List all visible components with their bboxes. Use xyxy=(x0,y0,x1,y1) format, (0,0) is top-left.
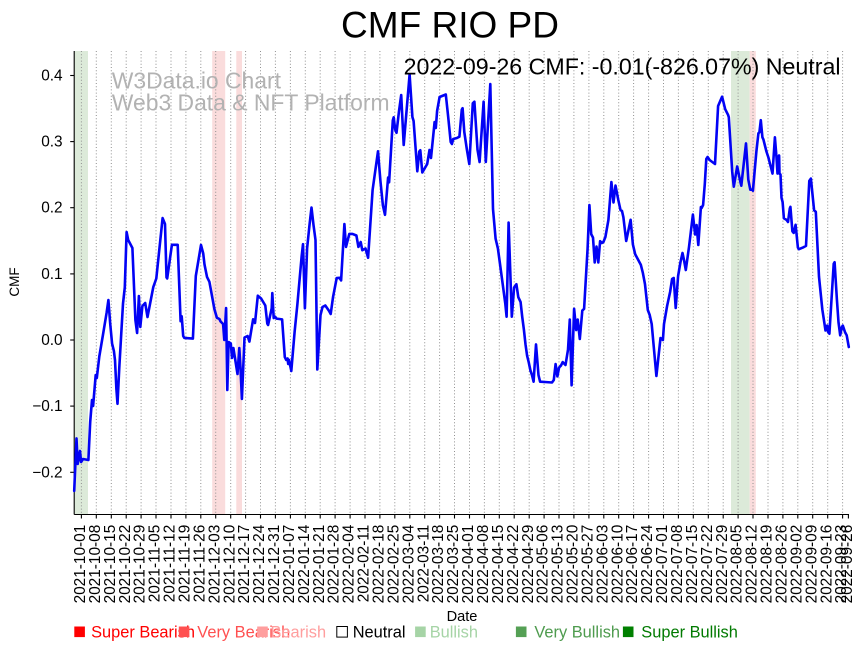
svg-text:2022-07-15: 2022-07-15 xyxy=(684,525,701,604)
svg-text:2022-01-21: 2022-01-21 xyxy=(311,525,328,604)
svg-text:2022-08-19: 2022-08-19 xyxy=(759,525,776,604)
svg-text:2022-03-25: 2022-03-25 xyxy=(445,525,462,604)
svg-text:2022-09-23: 2022-09-23 xyxy=(833,525,850,604)
svg-text:2022-04-29: 2022-04-29 xyxy=(520,525,537,604)
svg-text:2021-10-15: 2021-10-15 xyxy=(102,525,119,604)
svg-text:2022-09-26 CMF: -0.01(-826.07%: 2022-09-26 CMF: -0.01(-826.07%) Neutral xyxy=(404,54,841,80)
svg-text:2022-09-09: 2022-09-09 xyxy=(803,525,820,604)
svg-text:CMF: CMF xyxy=(7,267,22,296)
svg-text:Super Bullish: Super Bullish xyxy=(641,624,738,642)
svg-text:2021-12-31: 2021-12-31 xyxy=(266,525,283,604)
svg-text:2022-04-22: 2022-04-22 xyxy=(505,525,522,604)
svg-text:2022-01-07: 2022-01-07 xyxy=(281,525,298,604)
svg-text:2022-07-01: 2022-07-01 xyxy=(654,525,671,604)
svg-text:2022-08-05: 2022-08-05 xyxy=(729,525,746,604)
svg-text:0.4: 0.4 xyxy=(41,68,63,85)
svg-text:2022-07-29: 2022-07-29 xyxy=(714,525,731,604)
svg-text:−0.1: −0.1 xyxy=(32,398,62,415)
svg-text:2022-05-20: 2022-05-20 xyxy=(565,525,582,604)
svg-text:Bearish: Bearish xyxy=(271,624,327,642)
svg-text:2021-11-12: 2021-11-12 xyxy=(162,525,179,603)
svg-text:2022-03-04: 2022-03-04 xyxy=(400,524,417,603)
svg-text:2022-01-14: 2022-01-14 xyxy=(296,524,313,603)
svg-text:2022-06-24: 2022-06-24 xyxy=(639,524,656,603)
svg-text:2022-05-06: 2022-05-06 xyxy=(535,525,552,604)
svg-text:2022-07-08: 2022-07-08 xyxy=(669,525,686,604)
svg-text:0.1: 0.1 xyxy=(41,266,62,283)
svg-text:2022-02-04: 2022-02-04 xyxy=(341,524,358,603)
svg-text:2022-06-17: 2022-06-17 xyxy=(624,525,641,604)
svg-text:Neutral: Neutral xyxy=(353,624,406,642)
svg-text:2022-06-03: 2022-06-03 xyxy=(594,525,611,604)
svg-text:2022-07-22: 2022-07-22 xyxy=(699,525,716,604)
svg-text:2022-09-16: 2022-09-16 xyxy=(818,525,835,604)
svg-text:0.0: 0.0 xyxy=(41,332,62,349)
svg-text:2021-12-10: 2021-12-10 xyxy=(221,525,238,604)
svg-text:2022-08-26: 2022-08-26 xyxy=(774,525,791,604)
svg-text:2022-02-18: 2022-02-18 xyxy=(371,525,388,604)
svg-text:CMF RIO PD: CMF RIO PD xyxy=(341,4,559,45)
svg-text:2022-04-15: 2022-04-15 xyxy=(490,525,507,604)
svg-text:2022-04-01: 2022-04-01 xyxy=(460,525,477,604)
svg-text:Super Bearish: Super Bearish xyxy=(91,624,195,642)
svg-text:0.3: 0.3 xyxy=(41,134,62,151)
svg-text:Web3 Data & NFT Platform: Web3 Data & NFT Platform xyxy=(112,90,390,116)
svg-text:2021-10-01: 2021-10-01 xyxy=(72,525,89,604)
svg-text:2022-09-26: 2022-09-26 xyxy=(839,525,856,604)
svg-text:2021-10-08: 2021-10-08 xyxy=(87,525,104,604)
svg-text:2022-06-10: 2022-06-10 xyxy=(609,525,626,604)
svg-text:2021-10-29: 2021-10-29 xyxy=(132,525,149,604)
svg-text:2022-03-18: 2022-03-18 xyxy=(430,525,447,604)
svg-text:0.2: 0.2 xyxy=(41,200,62,217)
svg-text:Very Bullish: Very Bullish xyxy=(534,624,620,642)
svg-text:−0.2: −0.2 xyxy=(32,464,62,481)
svg-text:W3Data.io Chart: W3Data.io Chart xyxy=(112,68,282,94)
svg-text:2022-08-12: 2022-08-12 xyxy=(744,525,761,604)
svg-text:2021-11-26: 2021-11-26 xyxy=(191,525,208,603)
svg-text:2022-02-11: 2022-02-11 xyxy=(356,525,373,603)
svg-text:2022-04-08: 2022-04-08 xyxy=(475,525,492,604)
svg-text:2021-12-03: 2021-12-03 xyxy=(206,525,223,604)
svg-text:2022-01-28: 2022-01-28 xyxy=(326,525,343,604)
svg-text:2022-09-02: 2022-09-02 xyxy=(788,525,805,604)
svg-text:Bullish: Bullish xyxy=(430,624,478,642)
svg-text:2021-10-22: 2021-10-22 xyxy=(117,525,134,604)
svg-text:2021-12-24: 2021-12-24 xyxy=(251,524,268,603)
svg-text:2021-11-19: 2021-11-19 xyxy=(177,525,194,603)
svg-text:2021-12-17: 2021-12-17 xyxy=(236,525,253,604)
svg-text:2022-03-11: 2022-03-11 xyxy=(415,525,432,603)
svg-text:2022-02-25: 2022-02-25 xyxy=(385,525,402,604)
svg-text:2022-05-27: 2022-05-27 xyxy=(580,525,597,604)
svg-text:Date: Date xyxy=(447,609,478,625)
svg-text:2022-05-13: 2022-05-13 xyxy=(550,525,567,604)
svg-text:2021-11-05: 2021-11-05 xyxy=(147,525,164,603)
